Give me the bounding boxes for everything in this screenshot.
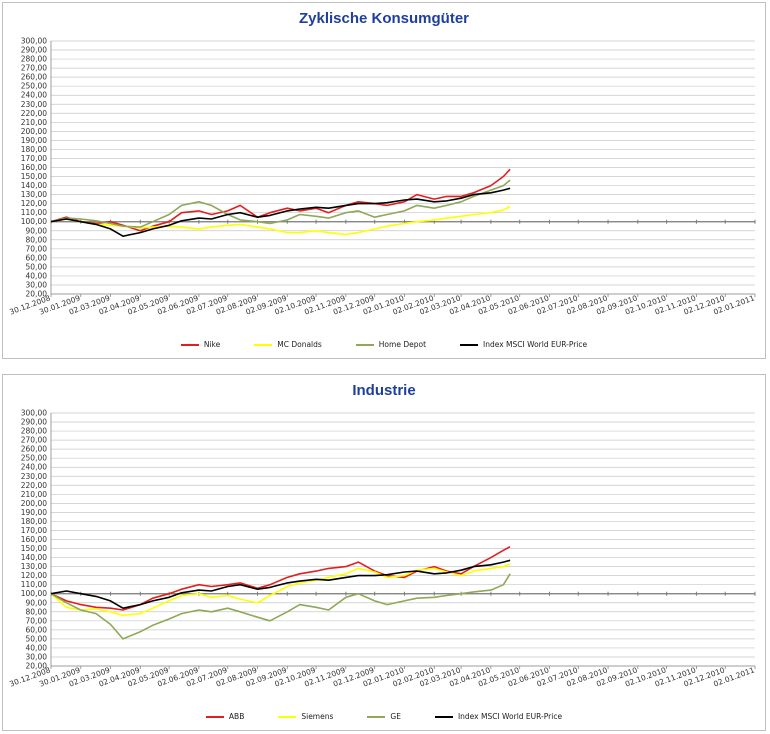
- legend-label: Index MSCI World EUR-Price: [483, 340, 588, 349]
- y-tick-label: 80,00: [26, 235, 48, 244]
- series-line-ge: [50, 573, 511, 640]
- y-tick-label: 150,00: [21, 544, 47, 553]
- y-tick-label: 270,00: [21, 436, 47, 445]
- legend-label: GE: [390, 712, 401, 721]
- chart-panel-industry: Industrie 20,00 30,00 40,00 50,00 60,00 70,00…: [2, 374, 766, 731]
- y-tick-label: 240,00: [21, 91, 47, 100]
- legend-item: GE: [367, 712, 401, 721]
- y-tick-label: 220,00: [21, 109, 47, 118]
- y-tick-label: 160,00: [21, 535, 47, 544]
- y-tick-label: 160,00: [21, 163, 47, 172]
- y-tick-label: 230,00: [21, 100, 47, 109]
- line-chart-consumer: 20,0030,0040,0050,0060,0070,0080,0090,00…: [8, 37, 756, 317]
- series-line-index-msci-world-eur-price: [50, 187, 511, 237]
- legend-swatch: [254, 343, 273, 346]
- legend-item: MC Donalds: [254, 340, 322, 349]
- legend-item: Siemens: [278, 712, 333, 721]
- y-tick-label: 270,00: [21, 64, 47, 73]
- line-chart-industry: 20,0030,0040,0050,0060,0070,0080,0090,00…: [8, 409, 756, 689]
- y-tick-label: 220,00: [21, 481, 47, 490]
- chart-legend: ABB Siemens GE Index MSCI World EUR-Price: [3, 712, 765, 721]
- y-tick-label: 60,00: [26, 253, 48, 262]
- y-tick-label: 260,00: [21, 73, 47, 82]
- legend-swatch: [367, 715, 386, 718]
- legend-swatch: [355, 343, 374, 346]
- y-tick-label: 40,00: [26, 643, 48, 652]
- y-tick-label: 200,00: [21, 127, 47, 136]
- y-tick-label: 170,00: [21, 526, 47, 535]
- legend-item: Nike: [180, 340, 221, 349]
- y-tick-label: 110,00: [21, 208, 47, 217]
- y-tick-label: 280,00: [21, 55, 47, 64]
- y-tick-label: 50,00: [26, 262, 48, 271]
- y-tick-label: 20,00: [26, 662, 48, 671]
- legend-swatch: [460, 343, 479, 346]
- legend-label: MC Donalds: [277, 340, 322, 349]
- y-tick-label: 150,00: [21, 172, 47, 181]
- chart-title: Zyklische Konsumgüter: [298, 10, 470, 27]
- y-tick-label: 30,00: [26, 652, 48, 661]
- legend-swatch: [278, 715, 297, 718]
- y-tick-label: 100,00: [21, 589, 47, 598]
- y-tick-label: 90,00: [26, 598, 48, 607]
- y-tick-label: 130,00: [21, 562, 47, 571]
- y-tick-label: 50,00: [26, 634, 48, 643]
- y-tick-label: 170,00: [21, 154, 47, 163]
- y-tick-label: 300,00: [21, 409, 47, 418]
- y-tick-label: 250,00: [21, 454, 47, 463]
- y-tick-label: 100,00: [21, 217, 47, 226]
- series-line-index-msci-world-eur-price: [50, 559, 511, 609]
- legend-item: Index MSCI World EUR-Price: [434, 712, 563, 721]
- series-line-siemens: [50, 563, 511, 617]
- chart-title: Industrie: [352, 382, 416, 399]
- legend-swatch: [180, 343, 199, 346]
- y-tick-label: 140,00: [21, 181, 47, 190]
- legend-label: ABB: [228, 712, 245, 721]
- y-tick-label: 190,00: [21, 508, 47, 517]
- series-line-home-depot: [50, 179, 511, 228]
- y-tick-label: 120,00: [21, 199, 47, 208]
- y-tick-label: 210,00: [21, 118, 47, 127]
- y-tick-label: 130,00: [21, 190, 47, 199]
- y-tick-label: 260,00: [21, 445, 47, 454]
- legend-label: Home Depot: [378, 340, 427, 349]
- y-tick-label: 250,00: [21, 82, 47, 91]
- y-tick-label: 190,00: [21, 136, 47, 145]
- y-tick-label: 240,00: [21, 463, 47, 472]
- y-tick-label: 80,00: [26, 607, 48, 616]
- legend-swatch: [205, 715, 224, 718]
- y-tick-label: 180,00: [21, 145, 47, 154]
- y-tick-label: 90,00: [26, 226, 48, 235]
- y-tick-label: 20,00: [26, 290, 48, 299]
- y-tick-label: 200,00: [21, 499, 47, 508]
- legend-item: Index MSCI World EUR-Price: [460, 340, 587, 349]
- y-tick-label: 280,00: [21, 427, 47, 436]
- y-tick-label: 120,00: [21, 571, 47, 580]
- chart-legend: Nike MC Donalds Home Depot Index MSCI World…: [3, 340, 765, 349]
- y-tick-label: 70,00: [26, 616, 48, 625]
- legend-item: Home Depot: [355, 340, 427, 349]
- y-tick-label: 110,00: [21, 580, 47, 589]
- y-tick-label: 60,00: [26, 625, 48, 634]
- y-tick-label: 180,00: [21, 517, 47, 526]
- y-tick-label: 140,00: [21, 553, 47, 562]
- y-tick-label: 290,00: [21, 418, 47, 427]
- y-tick-label: 290,00: [21, 46, 47, 55]
- y-tick-label: 70,00: [26, 244, 48, 253]
- y-tick-label: 30,00: [26, 280, 48, 289]
- series-line-abb: [50, 545, 511, 611]
- y-tick-label: 210,00: [21, 490, 47, 499]
- y-tick-label: 300,00: [21, 37, 47, 46]
- chart-panel-consumer: Zyklische Konsumgüter 20,00 30,00 40,00 50,…: [2, 2, 766, 359]
- y-tick-label: 40,00: [26, 271, 48, 280]
- y-tick-label: 230,00: [21, 472, 47, 481]
- legend-swatch: [434, 715, 453, 718]
- legend-label: Nike: [203, 340, 221, 349]
- legend-item: ABB: [205, 712, 245, 721]
- legend-label: Siemens: [301, 712, 334, 721]
- legend-label: Index MSCI World EUR-Price: [457, 712, 563, 721]
